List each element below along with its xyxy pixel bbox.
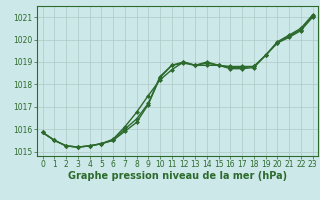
X-axis label: Graphe pression niveau de la mer (hPa): Graphe pression niveau de la mer (hPa): [68, 171, 287, 181]
